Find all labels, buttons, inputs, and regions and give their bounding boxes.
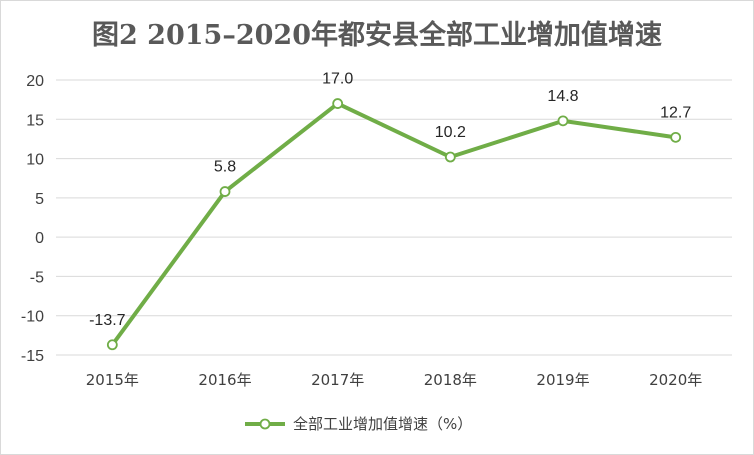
data-point [670, 131, 682, 143]
data-label: 12.7 [660, 104, 691, 121]
y-tick-label: 0 [35, 230, 44, 247]
data-label: 10.2 [435, 124, 466, 141]
legend-label: 全部工业增加值增速（%） [293, 415, 472, 433]
x-tick-label: 2017年 [311, 371, 364, 389]
data-label: 14.8 [547, 88, 578, 105]
x-axis-ticks: 2015年 2016年 2017年 2018年 2019年 2020年 [86, 371, 703, 389]
data-point [106, 339, 118, 351]
gridlines [56, 79, 732, 356]
x-tick-label: 2015年 [86, 371, 139, 389]
x-tick-label: 2020年 [649, 371, 702, 389]
data-label: 17.0 [322, 71, 353, 88]
legend-marker-swatch [259, 418, 271, 430]
y-tick-label: -10 [21, 309, 44, 326]
data-label: -13.7 [89, 312, 126, 329]
data-point [332, 98, 344, 109]
data-point [219, 186, 231, 197]
series-group: -13.7 5.8 17.0 10.2 14.8 12.7 [89, 71, 691, 351]
y-tick-label: -15 [21, 348, 44, 365]
series-line [110, 101, 678, 347]
y-tick-label: 20 [26, 73, 44, 90]
chart-title: 图2 2015–2020年都安县全部工业增加值增速 [92, 20, 662, 51]
y-tick-label: 15 [26, 112, 44, 129]
y-tick-label: -5 [30, 269, 44, 286]
x-tick-label: 2018年 [424, 371, 477, 389]
legend: 全部工业增加值增速（%） [245, 415, 472, 433]
data-label: 5.8 [214, 159, 236, 176]
y-axis-ticks: 20 15 10 5 0 -5 -10 -15 [21, 73, 44, 365]
data-point [557, 115, 569, 127]
x-tick-label: 2019年 [536, 371, 589, 389]
data-point [444, 151, 456, 163]
y-tick-label: 5 [35, 191, 44, 208]
x-tick-label: 2016年 [198, 371, 251, 389]
y-tick-label: 10 [26, 152, 44, 169]
